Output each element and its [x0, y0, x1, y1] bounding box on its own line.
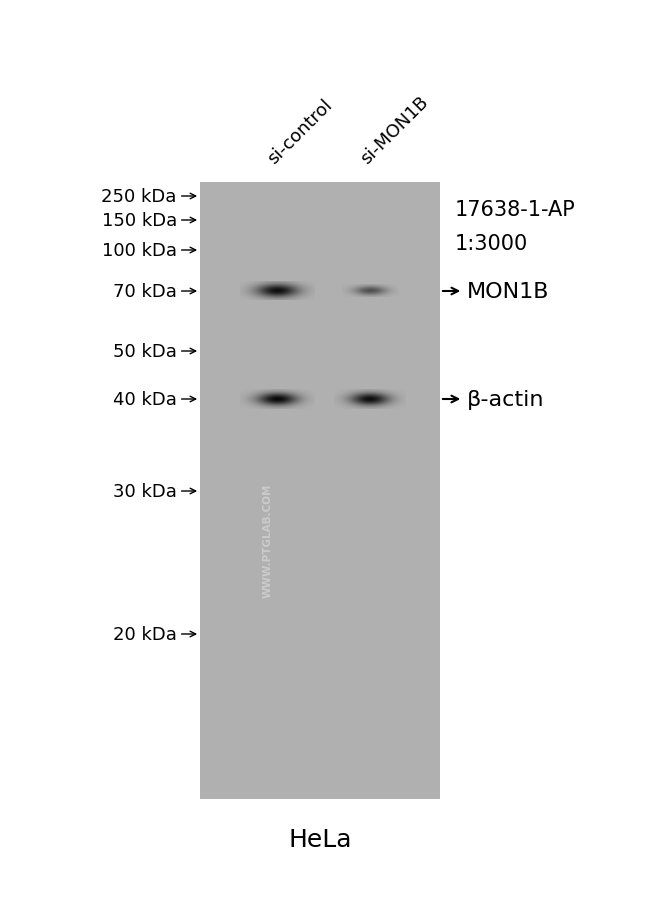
Text: si-control: si-control [265, 97, 336, 168]
Text: 1:3000: 1:3000 [455, 234, 528, 254]
Text: 250 kDa: 250 kDa [101, 188, 177, 206]
Bar [200, 183, 440, 799]
Text: 150 kDa: 150 kDa [101, 212, 177, 230]
Text: 50 kDa: 50 kDa [113, 343, 177, 361]
Text: 100 kDa: 100 kDa [102, 242, 177, 260]
Text: 17638-1-AP: 17638-1-AP [455, 199, 575, 220]
Text: MON1B: MON1B [467, 281, 549, 301]
Text: 30 kDa: 30 kDa [113, 483, 177, 501]
Text: 40 kDa: 40 kDa [113, 391, 177, 409]
Text: HeLa: HeLa [288, 827, 352, 851]
Text: β-actin: β-actin [467, 390, 544, 410]
Text: 20 kDa: 20 kDa [113, 625, 177, 643]
Text: si-MON1B: si-MON1B [357, 93, 432, 168]
Text: 70 kDa: 70 kDa [113, 282, 177, 300]
Text: WWW.PTGLAB.COM: WWW.PTGLAB.COM [262, 483, 272, 597]
